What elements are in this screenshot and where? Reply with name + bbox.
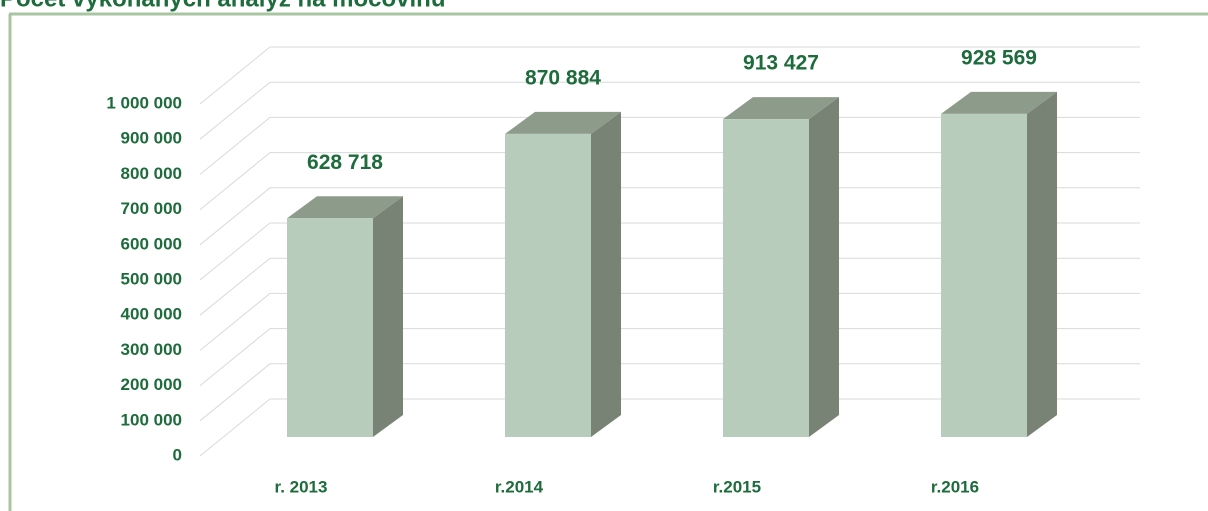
y-tick-label: 100 000 xyxy=(121,410,182,429)
grid-line xyxy=(199,222,1140,281)
data-label: 628 718 xyxy=(307,151,383,174)
grid-line xyxy=(199,187,1140,246)
grid-line xyxy=(199,398,1140,457)
bar-side xyxy=(809,97,839,437)
data-label: 913 427 xyxy=(743,52,819,75)
x-tick-label: r. 2013 xyxy=(275,477,328,496)
y-tick-label: 700 000 xyxy=(121,199,182,218)
grid-line xyxy=(199,46,1140,105)
bar xyxy=(941,113,1027,438)
bar-top xyxy=(723,97,839,120)
grid-line xyxy=(199,81,1140,140)
x-tick-label: r.2016 xyxy=(931,477,979,496)
data-label: 928 569 xyxy=(961,46,1037,69)
y-tick-label: 500 000 xyxy=(121,269,182,288)
grid-line xyxy=(199,292,1140,351)
grid-line xyxy=(199,257,1140,316)
grid-line xyxy=(199,363,1140,422)
y-tick-label: 0 xyxy=(173,445,182,464)
y-tick-label: 300 000 xyxy=(121,340,182,359)
bar xyxy=(287,218,373,437)
y-tick-label: 1 000 000 xyxy=(106,93,182,112)
y-tick-label: 200 000 xyxy=(121,375,182,394)
bar-side xyxy=(1027,91,1057,438)
y-tick-label: 400 000 xyxy=(121,305,182,324)
bar-side xyxy=(373,196,403,437)
grid-line xyxy=(199,152,1140,210)
x-tick-label: r.2015 xyxy=(713,477,761,496)
bar-top xyxy=(505,111,621,134)
bar-top xyxy=(287,196,403,219)
y-tick-label: 600 000 xyxy=(121,234,182,253)
grid-line xyxy=(199,116,1140,175)
y-tick-label: 800 000 xyxy=(121,164,182,183)
bar xyxy=(723,119,809,437)
bar-top xyxy=(941,91,1057,114)
chart-title: Počet vykonaných analýz na močovinu xyxy=(0,0,445,12)
data-label: 870 884 xyxy=(525,66,601,89)
bar-side xyxy=(591,111,621,437)
bar xyxy=(505,133,591,437)
y-tick-label: 900 000 xyxy=(121,129,182,148)
grid-line xyxy=(199,328,1140,386)
x-tick-label: r.2014 xyxy=(495,477,544,496)
